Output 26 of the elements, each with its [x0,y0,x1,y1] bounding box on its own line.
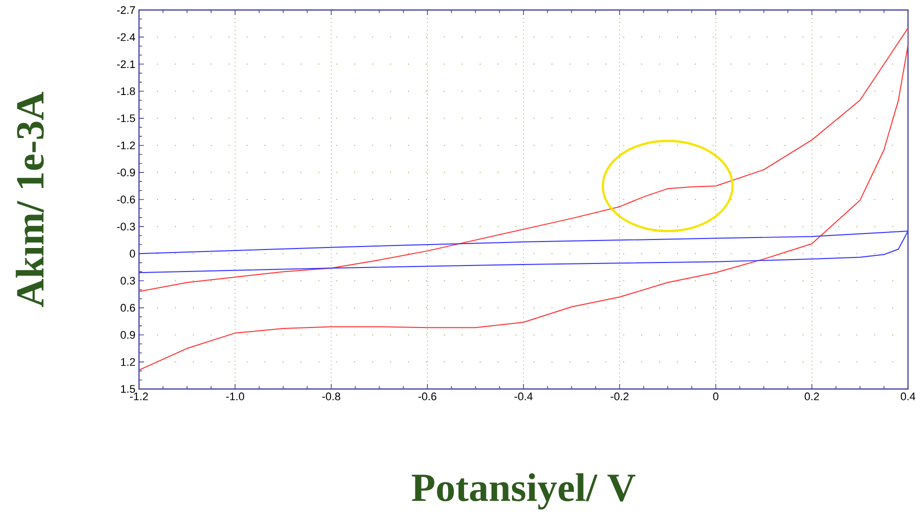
y-tick-label: -2.4 [117,33,136,41]
x-tick-label: -1.2 [130,392,148,400]
y-tick-label: 0 [130,250,136,258]
x-tick-label: -0.4 [514,392,533,400]
x-tick-label: -0.2 [610,392,629,400]
y-tick-label: -2.7 [117,6,135,14]
x-tick-label: -1.0 [226,392,244,400]
y-tick-label: -1.5 [117,114,136,122]
y-tick-label: 1.5 [121,385,136,393]
y-axis-title: Akım/ 1e-3A [16,92,44,308]
x-tick-label: 0.4 [900,392,916,400]
y-tick-label: -1.8 [117,87,135,96]
y-tick-label: -0.6 [117,196,135,204]
y-tick-label: -2.1 [117,60,135,68]
y-tick-label: 0.9 [120,330,135,339]
x-tick-label: -0.6 [418,392,436,400]
x-tick-label: 0 [713,392,718,400]
y-tick-label: 0.3 [120,276,135,285]
x-tick-label: 0.2 [804,392,819,400]
x-axis-title: Potansiyel/ V [412,473,636,510]
y-tick-label: -0.3 [117,222,135,230]
y-tick-label: 1.2 [121,358,135,366]
y-tick-label: -1.2 [117,142,135,150]
y-tick-label: -0.9 [117,168,135,176]
x-tick-label: -0.8 [322,392,340,400]
y-tick-label: 0.6 [120,304,135,312]
